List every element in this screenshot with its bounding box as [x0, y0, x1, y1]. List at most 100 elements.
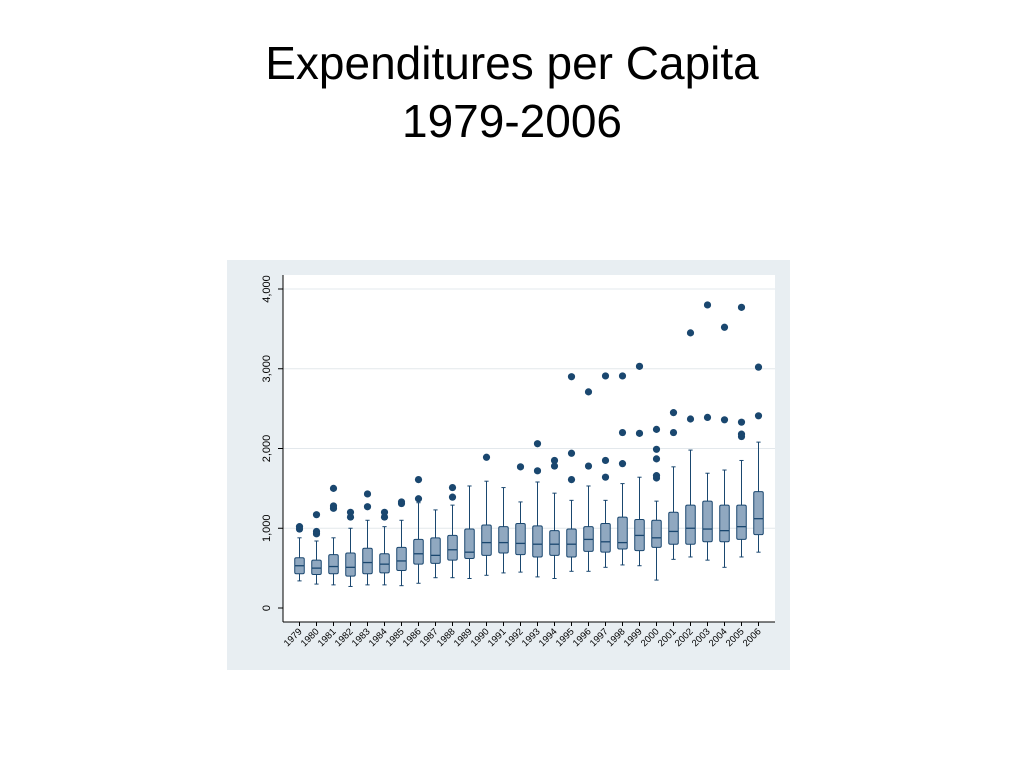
outlier-point: [567, 449, 576, 457]
outlier-point: [720, 323, 729, 331]
outlier-point: [669, 428, 678, 437]
iqr-box: [464, 528, 475, 560]
iqr-box: [413, 538, 424, 565]
y-tick-label: 0: [261, 605, 273, 611]
x-tick-labels: 1979198019811982198319841985198619871988…: [282, 622, 764, 649]
outlier-point: [567, 373, 576, 381]
outlier-point: [703, 413, 712, 421]
boxplot-chart: 0 1,000 2,000 3,000 4,000 197919801981198219…: [261, 275, 775, 649]
slide-title-line-2: 1979-2006: [402, 95, 622, 147]
box-2004: [719, 323, 730, 568]
box-2000: [651, 425, 662, 581]
box-1983: [362, 490, 373, 586]
box-1980: [311, 511, 322, 585]
box-1998: [617, 372, 628, 566]
outlier-point: [516, 463, 525, 471]
iqr-box: [498, 526, 509, 554]
box-1992: [515, 463, 526, 573]
box-1990: [481, 453, 492, 576]
outlier-point: [652, 445, 661, 453]
outlier-point: [703, 301, 712, 309]
outlier-point: [720, 416, 729, 424]
box-2003: [702, 301, 713, 561]
outlier-point: [448, 493, 457, 501]
iqr-box: [753, 491, 764, 536]
outlier-point: [380, 508, 389, 516]
iqr-box: [566, 528, 577, 558]
outlier-point: [737, 303, 746, 311]
iqr-box: [328, 554, 339, 575]
outlier-point: [686, 329, 695, 337]
iqr-box: [379, 553, 390, 574]
outlier-point: [601, 456, 610, 465]
box-1989: [464, 485, 475, 579]
outlier-point: [533, 467, 542, 475]
y-tick-label: 4,000: [261, 275, 273, 303]
x-tick-label: 2006: [741, 626, 764, 649]
box-1984: [379, 508, 390, 586]
outlier-point: [652, 472, 661, 480]
outlier-point: [754, 363, 763, 371]
outlier-point: [754, 412, 763, 420]
outlier-point: [312, 527, 321, 536]
outlier-point: [652, 425, 661, 433]
outlier-point: [686, 415, 695, 423]
box-1999: [634, 362, 645, 567]
box-1986: [413, 476, 424, 584]
iqr-box: [311, 559, 322, 576]
iqr-box: [617, 516, 628, 550]
outlier-point: [584, 462, 593, 470]
box-2005: [736, 303, 747, 558]
chart-frame: 0 1,000 2,000 3,000 4,000 1979 1980 1981 1982 19…: [227, 260, 790, 670]
box-2001: [668, 409, 679, 560]
iqr-box: [549, 530, 560, 556]
iqr-box: [447, 534, 458, 561]
slide-title: Expenditures per Capita 1979-2006: [0, 34, 1024, 150]
outlier-point: [329, 484, 338, 492]
outlier-point: [482, 453, 491, 461]
box-1985: [396, 498, 407, 587]
box-1988: [447, 483, 458, 579]
box-1981: [328, 484, 339, 586]
iqr-box: [719, 504, 730, 543]
outlier-point: [618, 460, 627, 468]
iqr-box: [345, 552, 356, 577]
outlier-point: [533, 440, 542, 448]
outlier-point: [448, 483, 457, 492]
outlier-point: [295, 523, 304, 531]
iqr-box: [685, 504, 696, 545]
iqr-box: [481, 524, 492, 556]
outlier-point: [601, 473, 610, 481]
outlier-point: [414, 495, 423, 503]
outlier-point: [618, 428, 627, 437]
box-1997: [600, 372, 611, 568]
box-1979: [294, 523, 305, 582]
y-tick-label: 3,000: [261, 355, 273, 383]
outlier-point: [601, 372, 610, 380]
outlier-point: [737, 430, 746, 438]
outlier-point: [363, 503, 372, 511]
box-1994: [549, 456, 560, 579]
axes: 0 1,000 2,000 3,000 4,000: [261, 275, 775, 623]
box-1982: [345, 508, 356, 587]
iqr-box: [362, 547, 373, 575]
outlier-point: [329, 502, 338, 510]
box-1993: [532, 440, 543, 578]
iqr-box: [702, 500, 713, 543]
outlier-point: [397, 498, 406, 506]
box-2002: [685, 329, 696, 558]
y-tick-label: 1,000: [261, 514, 273, 542]
outlier-point: [312, 511, 321, 519]
iqr-box: [668, 511, 679, 545]
outlier-point: [567, 476, 576, 484]
iqr-box: [532, 525, 543, 558]
box-1996: [583, 388, 594, 572]
outlier-point: [652, 455, 661, 463]
iqr-box: [430, 537, 441, 564]
box-1991: [498, 487, 509, 574]
slide-title-line-1: Expenditures per Capita: [265, 37, 759, 89]
box-1995: [566, 373, 577, 572]
iqr-box: [515, 522, 526, 556]
outlier-point: [363, 490, 372, 498]
iqr-box: [396, 546, 407, 572]
